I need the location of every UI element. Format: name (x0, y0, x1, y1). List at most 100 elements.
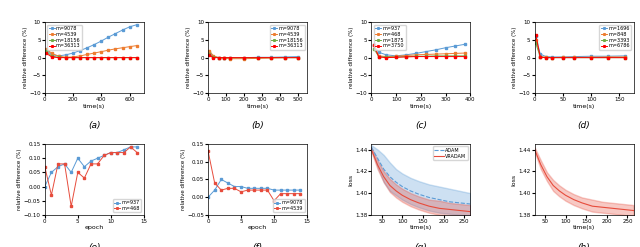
m=4539 (250, 189, 258, 192)
Line: m=3750: m=3750 (372, 44, 467, 59)
m=1696 (542, 55, 550, 58)
m=1875 (382, 56, 390, 59)
m=18156 (282, 56, 289, 59)
VRADAM (415, 201, 422, 204)
m=937 (120, 148, 128, 151)
VRADAM (570, 198, 578, 201)
m=468 (442, 52, 449, 55)
Legend: ADAM, VRADAM: ADAM, VRADAM (433, 146, 468, 160)
m=36313 (111, 56, 119, 59)
m=9078 (97, 40, 105, 42)
m=9078 (268, 56, 275, 59)
m=1875 (422, 55, 429, 58)
m=468 (107, 151, 115, 154)
m=3393 (604, 56, 612, 59)
m=4539 (277, 192, 285, 195)
m=1696 (559, 56, 567, 59)
m=18156 (83, 56, 91, 59)
Line: m=3393: m=3393 (535, 42, 626, 59)
m=1696 (588, 55, 595, 58)
m=468 (412, 53, 420, 56)
m=18156 (210, 56, 218, 59)
m=9078 (218, 178, 225, 181)
m=3750 (461, 55, 469, 58)
m=18156 (226, 56, 234, 59)
m=9078 (277, 189, 285, 192)
m=9078 (294, 55, 302, 58)
m=1875 (375, 55, 383, 58)
VRADAM (386, 184, 394, 187)
Line: ADAM: ADAM (371, 147, 470, 204)
ADAM (392, 181, 400, 184)
VRADAM (578, 201, 586, 204)
m=6786 (588, 56, 595, 59)
m=4539 (244, 189, 252, 192)
m=36313 (282, 56, 289, 59)
Line: m=468: m=468 (44, 146, 138, 207)
m=848 (570, 56, 578, 59)
m=9078 (237, 185, 245, 188)
m=4539 (211, 182, 218, 185)
m=468 (422, 53, 429, 56)
m=36313 (104, 56, 112, 59)
m=1875 (442, 54, 449, 57)
VRADAM (609, 207, 617, 210)
VRADAM (380, 175, 388, 178)
Line: m=4539: m=4539 (207, 150, 301, 202)
m=937 (61, 163, 68, 165)
ADAM (380, 168, 388, 171)
m=3393 (559, 56, 567, 59)
m=848 (559, 56, 567, 59)
X-axis label: time(s): time(s) (410, 226, 432, 230)
X-axis label: time(s): time(s) (573, 226, 595, 230)
m=4539 (126, 45, 134, 48)
ADAM (415, 193, 422, 196)
m=937 (54, 165, 62, 168)
X-axis label: time(s): time(s) (83, 103, 106, 109)
X-axis label: time(s): time(s) (410, 103, 432, 109)
Y-axis label: loss: loss (512, 173, 517, 185)
Line: m=1875: m=1875 (372, 48, 467, 58)
m=937 (107, 151, 115, 154)
Legend: m=937, m=468, m=1875, m=3750: m=937, m=468, m=1875, m=3750 (374, 25, 406, 50)
m=18156 (111, 56, 119, 59)
m=3750 (370, 44, 378, 47)
ADAM (406, 189, 414, 192)
m=937 (113, 151, 121, 154)
m=3393 (621, 56, 629, 59)
m=937 (461, 43, 469, 46)
m=937 (133, 145, 141, 148)
m=848 (604, 56, 612, 59)
m=848 (621, 56, 629, 59)
m=4539 (284, 192, 291, 195)
m=937 (452, 44, 460, 47)
Line: m=9078: m=9078 (208, 51, 299, 59)
Line: m=9078: m=9078 (207, 178, 301, 198)
m=18156 (55, 56, 63, 59)
m=1875 (402, 55, 410, 58)
m=9078 (104, 36, 112, 39)
m=468 (100, 154, 108, 157)
m=9078 (205, 51, 213, 54)
Text: (f): (f) (253, 243, 262, 247)
m=3750 (382, 56, 390, 59)
Line: m=937: m=937 (44, 146, 138, 188)
Text: (h): (h) (578, 243, 591, 247)
m=36313 (226, 56, 234, 59)
m=4539 (204, 150, 212, 153)
m=4539 (296, 192, 304, 195)
m=9078 (69, 52, 77, 55)
m=937 (67, 171, 75, 174)
m=1875 (392, 56, 400, 59)
m=937 (442, 46, 449, 49)
m=468 (432, 53, 440, 56)
m=36313 (42, 52, 50, 55)
VRADAM (543, 175, 551, 178)
m=9078 (226, 56, 234, 59)
Text: (c): (c) (415, 121, 427, 130)
VRADAM (446, 208, 454, 211)
m=848 (536, 55, 544, 58)
m=3393 (588, 56, 595, 59)
Y-axis label: relative difference (%): relative difference (%) (349, 27, 354, 88)
Y-axis label: relative difference (%): relative difference (%) (17, 149, 22, 210)
